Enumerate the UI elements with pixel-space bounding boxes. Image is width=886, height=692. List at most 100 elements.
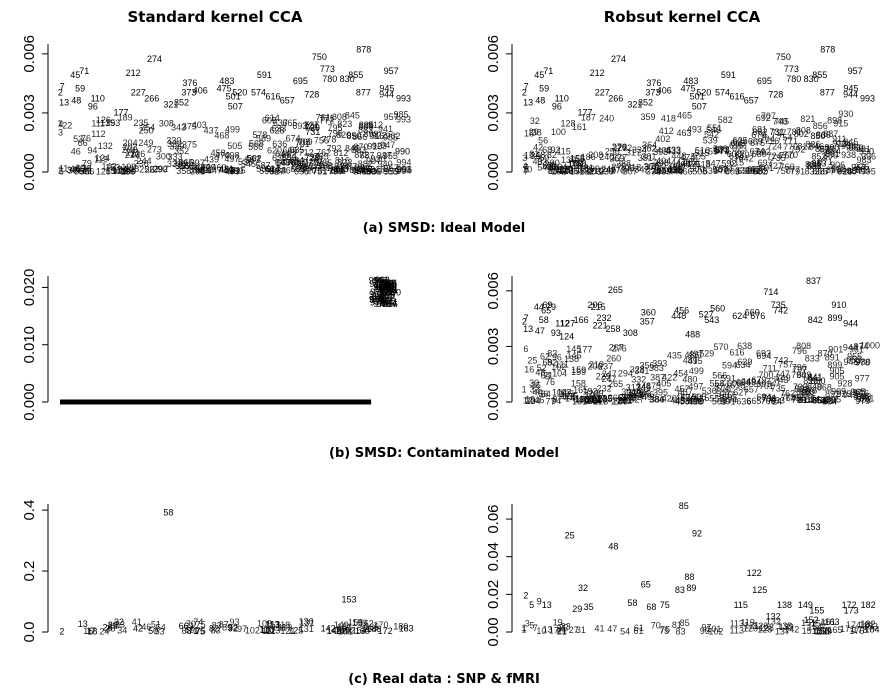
- background-point-label: 240: [599, 114, 614, 124]
- point-label-274: 274: [611, 54, 626, 64]
- background-point-label: 852: [811, 152, 826, 162]
- background-point-label: 199: [585, 395, 600, 405]
- point-label-2: 2: [59, 626, 64, 636]
- y-tick-label: 0.003: [485, 94, 502, 132]
- background-point-label: 210: [589, 359, 604, 369]
- background-point-label: 13: [543, 624, 553, 634]
- outlier-cluster-label: 974: [374, 282, 389, 292]
- background-point-label: 760: [779, 150, 794, 160]
- background-point-label: 838: [806, 161, 821, 171]
- background-point-label: 890: [824, 143, 839, 153]
- point-label-122: 122: [747, 568, 762, 578]
- background-point-label: 110: [259, 625, 273, 635]
- point-label-780: 780: [786, 74, 801, 84]
- background-point-label: 69: [542, 358, 552, 368]
- background-point-label: 290: [153, 165, 168, 175]
- background-point-label: 649: [741, 376, 756, 386]
- point-label-232: 232: [596, 313, 611, 323]
- background-point-label: 189: [118, 113, 133, 123]
- background-point-label: 506: [691, 392, 706, 402]
- background-point-label: 51: [151, 619, 161, 629]
- background-point-label: 587: [256, 161, 271, 171]
- background-point-label: 1: [522, 623, 527, 633]
- background-point-label: 751: [312, 166, 327, 176]
- background-point-label: 414: [196, 162, 211, 172]
- background-point-label: 497: [224, 154, 239, 164]
- background-point-label: 747: [775, 369, 790, 379]
- background-point-label: 375: [182, 139, 197, 149]
- background-point-label: 817: [335, 164, 350, 174]
- background-point-label: 141: [565, 394, 580, 404]
- background-point-label: 83: [211, 626, 221, 636]
- background-point-label: 498: [225, 150, 240, 160]
- background-point-label: 701: [759, 163, 774, 173]
- background-point-label: 834: [805, 395, 820, 405]
- background-point-label: 871: [818, 157, 833, 167]
- y-tick-label: 0.020: [21, 269, 38, 307]
- background-point-label: 412: [659, 126, 674, 136]
- background-point-label: 239: [599, 166, 614, 176]
- outlier-cluster-label: 971: [370, 298, 385, 308]
- point-label-830: 830: [804, 74, 819, 84]
- background-point-label: 823: [337, 119, 352, 129]
- background-point-label: 157: [812, 626, 827, 636]
- background-point-label: 145: [327, 626, 342, 636]
- background-point-label: 391: [652, 165, 667, 175]
- background-point-label: 768: [318, 162, 333, 172]
- background-point-label: 459: [675, 396, 690, 406]
- background-point-label: 439: [204, 155, 219, 165]
- y-tick-label: 0.006: [485, 272, 502, 310]
- point-label-1: 1: [521, 624, 526, 634]
- point-label-35: 35: [584, 602, 594, 612]
- background-point-label: 624: [732, 137, 747, 147]
- background-point-label: 735: [307, 161, 322, 171]
- background-point-label: 16: [83, 626, 93, 636]
- background-point-label: 728: [304, 153, 319, 163]
- background-point-label: 375: [646, 381, 661, 391]
- background-point-label: 237: [598, 362, 613, 372]
- background-point-label: 665: [282, 118, 297, 128]
- background-point-label: 145: [567, 351, 582, 361]
- background-point-label: 97: [237, 624, 247, 634]
- background-point-label: 59: [539, 153, 549, 163]
- panel-a-left: 0.0000.0030.0061290730330755685817375698…: [21, 35, 412, 191]
- background-point-label: 447: [671, 157, 686, 167]
- background-point-label: 83: [547, 348, 557, 358]
- background-point-label: 898: [827, 115, 842, 125]
- point-label-25: 25: [565, 530, 575, 540]
- background-point-label: 754: [777, 133, 792, 143]
- background-point-label: 29: [529, 127, 539, 137]
- background-point-label: 679: [751, 130, 766, 140]
- background-point-label: 10: [536, 626, 546, 636]
- background-point-label: 568: [249, 138, 264, 148]
- background-point-label: 980: [856, 357, 871, 367]
- background-point-label: 682: [752, 166, 767, 176]
- background-point-label: 937: [377, 150, 392, 160]
- background-point-label: 124: [95, 153, 110, 163]
- point-label-266: 266: [144, 94, 159, 104]
- outlier-cluster-label: 960: [382, 281, 397, 291]
- background-point-label: 617: [266, 164, 281, 174]
- background-point-label: 166: [366, 624, 381, 634]
- background-point-label: 180: [393, 622, 408, 632]
- background-point-label: 863: [815, 144, 830, 154]
- point-label-591: 591: [257, 70, 272, 80]
- point-label-735: 735: [771, 300, 786, 310]
- background-point-label: 161: [572, 396, 587, 406]
- background-point-label: 854: [812, 395, 827, 405]
- background-point-label: 15: [524, 129, 534, 139]
- background-point-label: 906: [366, 166, 381, 176]
- background-point-label: 677: [750, 165, 765, 175]
- background-point-label: 954: [846, 166, 861, 176]
- background-point-label: 23: [561, 621, 571, 631]
- background-point-label: 56: [538, 389, 548, 399]
- background-point-label: 156: [348, 618, 363, 628]
- point-label-750: 750: [776, 52, 791, 62]
- background-point-label: 947: [380, 140, 395, 150]
- point-label-376: 376: [646, 78, 661, 88]
- background-point-label: 165: [827, 625, 842, 635]
- background-point-label: 244: [137, 156, 152, 166]
- point-label-85: 85: [679, 501, 689, 511]
- background-point-label: 547: [706, 159, 721, 169]
- background-point-label: 685: [753, 166, 768, 176]
